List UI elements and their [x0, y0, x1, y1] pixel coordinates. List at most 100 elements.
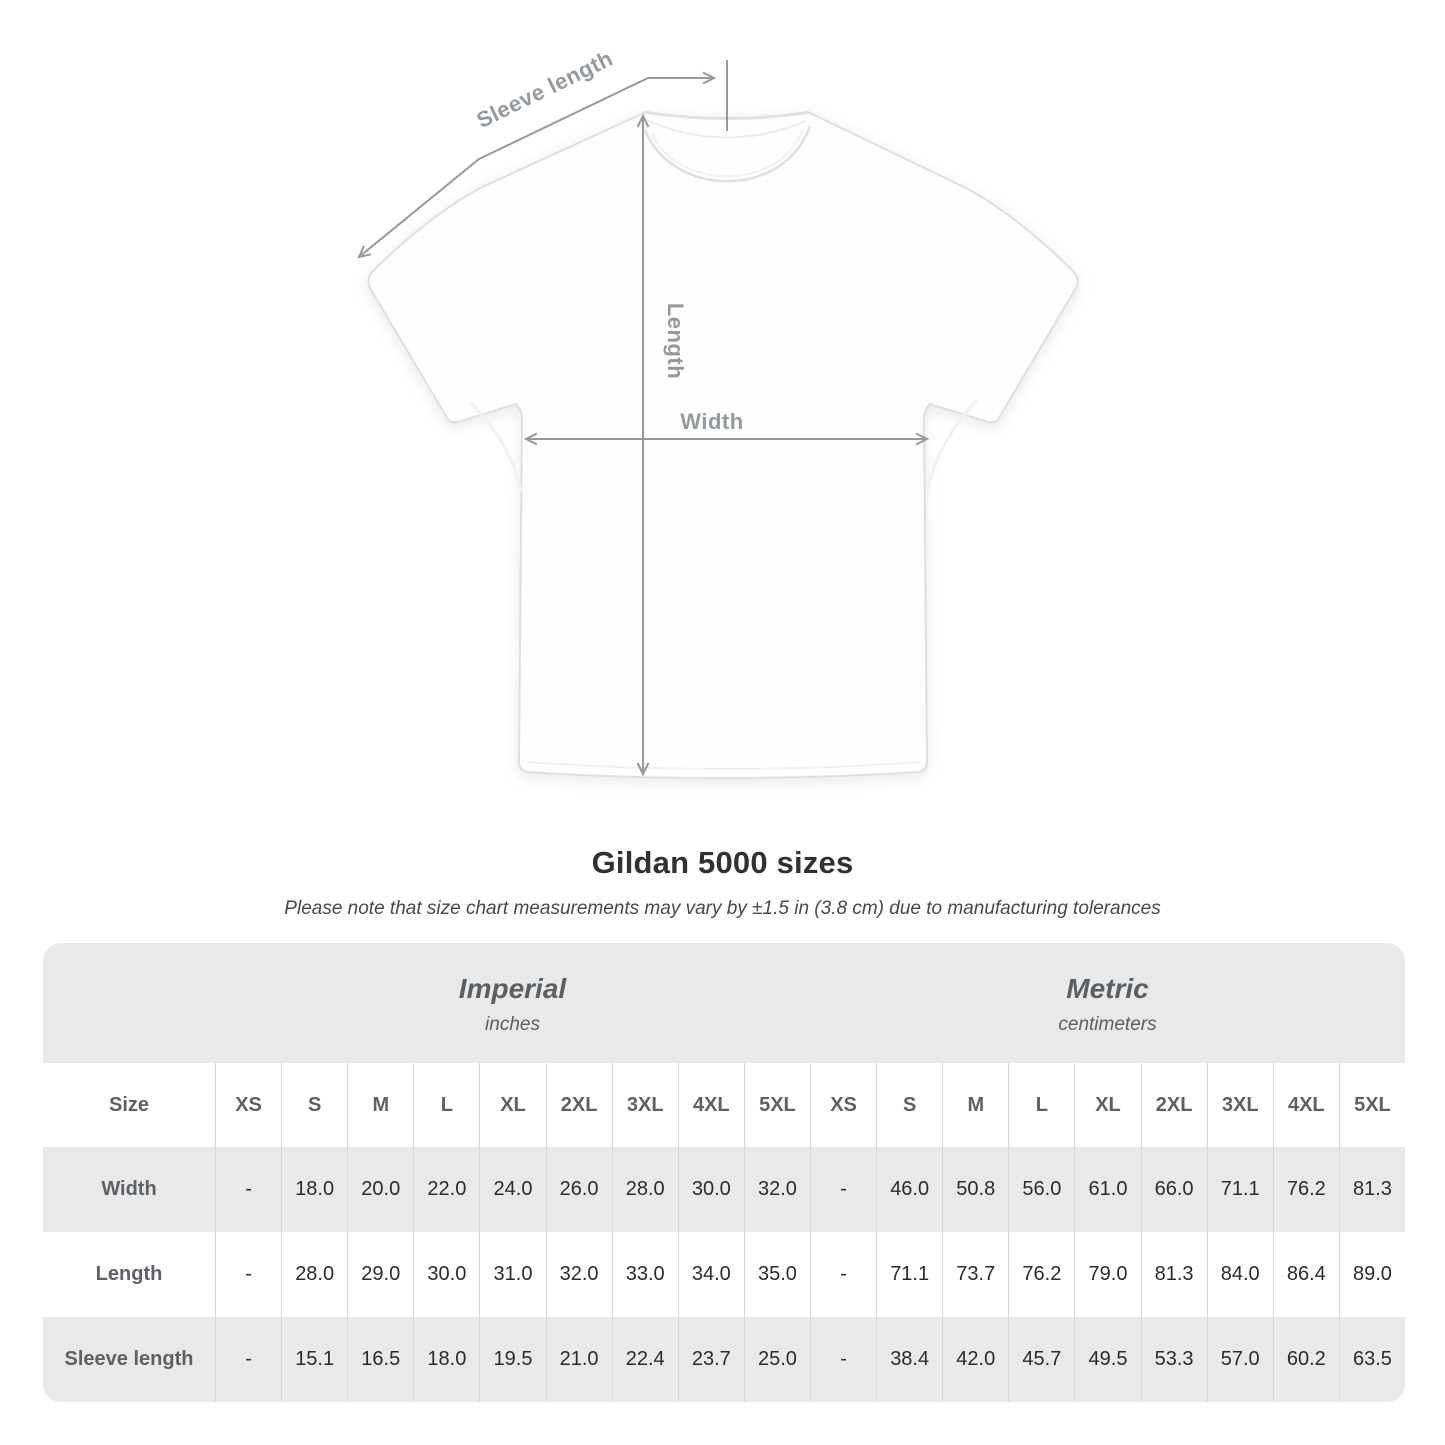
imperial-size-header-xs: XS — [215, 1063, 281, 1147]
wrinkle-right — [926, 398, 979, 491]
imperial-value: - — [215, 1147, 281, 1232]
imperial-size-header-3xl: 3XL — [611, 1063, 678, 1147]
imperial-value: 28.0 — [611, 1147, 678, 1232]
sleeve-length-arrow — [357, 71, 717, 259]
imperial-value: - — [215, 1232, 281, 1317]
imperial-value: 16.5 — [347, 1317, 413, 1402]
measurement-row-width: Width -18.0 20.0 22.0 24.0 26.0 28.0 30.0 32.0-4… — [43, 1147, 1405, 1232]
imperial-value: 35.0 — [743, 1232, 810, 1317]
imperial-value: 24.0 — [479, 1147, 545, 1232]
metric-value: 79.0 — [1074, 1232, 1140, 1317]
metric-value: 61.0 — [1074, 1147, 1140, 1232]
metric-size-header-2xl: 2XL — [1140, 1063, 1207, 1147]
metric-size-header-5xl: 5XL — [1338, 1063, 1405, 1147]
imperial-value: 26.0 — [545, 1147, 612, 1232]
metric-value: 76.2 — [1008, 1232, 1074, 1317]
metric-size-header-xs: XS — [810, 1063, 876, 1147]
imperial-size-header-s: S — [281, 1063, 347, 1147]
size-column-header: Size — [108, 1093, 150, 1116]
section-metric: Metric centimeters — [810, 943, 1405, 1063]
measurement-row-sleeve-length: Sleeve length -15.1 16.5 18.0 19.5 21.0 22.4 23… — [43, 1317, 1405, 1402]
imperial-value: 19.5 — [479, 1317, 545, 1402]
metric-value: 42.0 — [942, 1317, 1008, 1402]
measurement-row-length: Length -28.0 29.0 30.0 31.0 32.0 33.0 34.0 35.0-… — [43, 1232, 1405, 1317]
imperial-value: 32.0 — [545, 1232, 612, 1317]
hem-shadow — [526, 761, 921, 770]
metric-value: 50.8 — [942, 1147, 1008, 1232]
imperial-value: 20.0 — [347, 1147, 413, 1232]
imperial-value: 15.1 — [281, 1317, 347, 1402]
tshirt-graphic — [367, 110, 1079, 779]
wrinkle-left — [468, 400, 523, 493]
metric-value: 45.7 — [1008, 1317, 1074, 1402]
metric-size-header-s: S — [876, 1063, 942, 1147]
imperial-value: 22.4 — [611, 1317, 678, 1402]
metric-value: - — [810, 1317, 876, 1402]
imperial-size-header-m: M — [347, 1063, 413, 1147]
imperial-value: 30.0 — [677, 1147, 744, 1232]
metric-value: 63.5 — [1338, 1317, 1405, 1402]
width-label: Width — [680, 409, 743, 434]
metric-value: 46.0 — [876, 1147, 942, 1232]
imperial-value: 18.0 — [281, 1147, 347, 1232]
row-label-width: Width — [101, 1178, 157, 1200]
metric-value: 66.0 — [1140, 1147, 1207, 1232]
metric-value: 53.3 — [1140, 1317, 1207, 1402]
imperial-size-header-2xl: 2XL — [545, 1063, 612, 1147]
size-table: Imperial inches Metric centimeters Size X… — [43, 943, 1405, 1402]
section-imperial: Imperial inches — [215, 943, 810, 1063]
imperial-size-header-5xl: 5XL — [743, 1063, 810, 1147]
imperial-value: 33.0 — [611, 1232, 678, 1317]
metric-size-header-l: L — [1008, 1063, 1074, 1147]
imperial-value: 25.0 — [743, 1317, 810, 1402]
metric-value: 81.3 — [1338, 1147, 1405, 1232]
metric-unit: centimeters — [1058, 1013, 1157, 1035]
metric-size-header-4xl: 4XL — [1272, 1063, 1339, 1147]
measurement-arrows — [357, 60, 930, 777]
metric-value: 71.1 — [876, 1232, 942, 1317]
sleeve-length-label: Sleeve length — [473, 46, 617, 133]
imperial-size-header-4xl: 4XL — [677, 1063, 744, 1147]
imperial-unit: inches — [485, 1013, 540, 1035]
metric-value: 73.7 — [942, 1232, 1008, 1317]
tshirt-diagram: Sleeve length Length Width — [357, 46, 1079, 779]
imperial-value: 31.0 — [479, 1232, 545, 1317]
imperial-value: 28.0 — [281, 1232, 347, 1317]
imperial-value: 22.0 — [413, 1147, 479, 1232]
size-header-row: Size XS S M L XL 2XL 3XL 4XL 5XL XS S M L XL 2XL 3XL 4XL 5… — [43, 1063, 1405, 1147]
metric-value: 84.0 — [1206, 1232, 1273, 1317]
subtitle: Please note that size chart measurements… — [284, 898, 1161, 919]
metric-value: 56.0 — [1008, 1147, 1074, 1232]
imperial-value: 34.0 — [677, 1232, 744, 1317]
metric-value: 38.4 — [876, 1317, 942, 1402]
imperial-value: 30.0 — [413, 1232, 479, 1317]
table-section-band: Imperial inches Metric centimeters — [43, 943, 1405, 1063]
length-label: Length — [663, 303, 688, 379]
imperial-value: 29.0 — [347, 1232, 413, 1317]
page-title: Gildan 5000 sizes — [591, 845, 854, 880]
metric-value: 81.3 — [1140, 1232, 1207, 1317]
imperial-value: 21.0 — [545, 1317, 612, 1402]
metric-value: 57.0 — [1206, 1317, 1273, 1402]
metric-value: 86.4 — [1272, 1232, 1339, 1317]
imperial-value: 32.0 — [743, 1147, 810, 1232]
metric-size-header-xl: XL — [1074, 1063, 1140, 1147]
metric-title: Metric — [1066, 972, 1149, 1004]
imperial-size-header-xl: XL — [479, 1063, 545, 1147]
imperial-value: - — [215, 1317, 281, 1402]
imperial-title: Imperial — [458, 972, 567, 1004]
metric-value: - — [810, 1147, 876, 1232]
metric-size-header-m: M — [942, 1063, 1008, 1147]
metric-value: 49.5 — [1074, 1317, 1140, 1402]
metric-value: 76.2 — [1272, 1147, 1339, 1232]
metric-value: 71.1 — [1206, 1147, 1273, 1232]
band-spacer — [43, 943, 215, 1063]
metric-size-header-3xl: 3XL — [1206, 1063, 1273, 1147]
row-label-sleeve-length: Sleeve length — [64, 1348, 194, 1370]
metric-value: 89.0 — [1338, 1232, 1405, 1317]
metric-value: 60.2 — [1272, 1317, 1339, 1402]
metric-value: - — [810, 1232, 876, 1317]
imperial-value: 18.0 — [413, 1317, 479, 1402]
imperial-size-header-l: L — [413, 1063, 479, 1147]
